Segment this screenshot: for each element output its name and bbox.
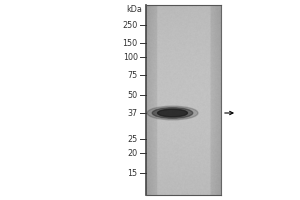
Text: 250: 250 xyxy=(122,21,138,29)
Ellipse shape xyxy=(152,108,193,118)
Text: 75: 75 xyxy=(128,71,138,79)
Text: 100: 100 xyxy=(123,52,138,62)
Text: 15: 15 xyxy=(128,168,138,178)
Text: 25: 25 xyxy=(128,134,138,144)
Text: 37: 37 xyxy=(128,108,138,117)
Text: 50: 50 xyxy=(128,90,138,99)
Ellipse shape xyxy=(158,109,188,117)
Text: 150: 150 xyxy=(123,38,138,47)
Text: 20: 20 xyxy=(128,148,138,158)
Ellipse shape xyxy=(147,106,198,120)
Text: kDa: kDa xyxy=(126,4,142,14)
